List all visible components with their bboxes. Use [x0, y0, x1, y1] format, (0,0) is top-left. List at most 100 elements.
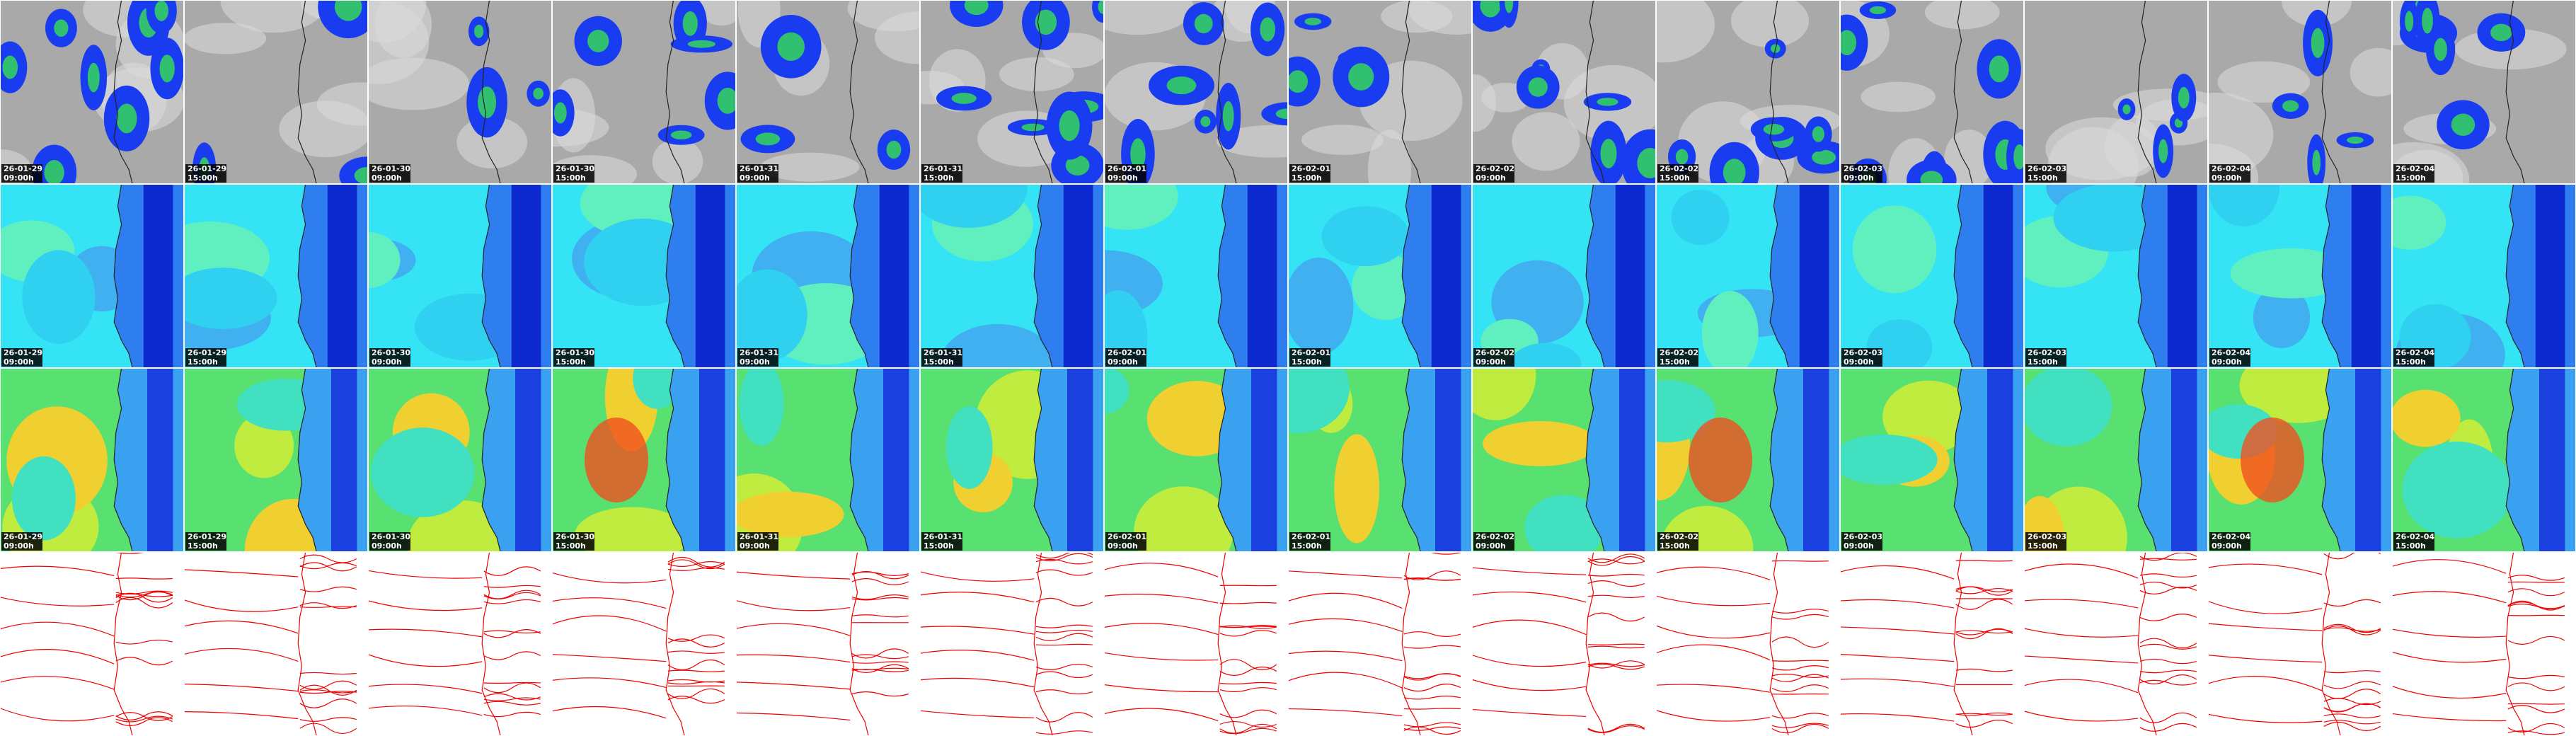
- isobar: [483, 651, 541, 660]
- isobar: [1403, 577, 1461, 581]
- isobar: [1403, 683, 1461, 692]
- cloud: [368, 0, 430, 84]
- isobar: [1403, 645, 1461, 649]
- land-core: [1803, 368, 1829, 552]
- precip-core: [951, 93, 977, 104]
- isobar: [115, 593, 173, 597]
- gust-zone: [1104, 368, 1129, 414]
- coastline: [1585, 368, 1605, 552]
- date-label: 26-02-01: [1292, 532, 1330, 541]
- precip-core: [1098, 0, 1104, 14]
- isobar: [0, 597, 115, 606]
- cloud: [2217, 61, 2311, 103]
- isobar: [1472, 567, 1587, 575]
- label-bg: [1289, 164, 1330, 183]
- coastline: [1953, 552, 1973, 736]
- land-core: [1799, 184, 1829, 368]
- tile-content: [1656, 0, 1840, 184]
- coastline: [665, 368, 685, 552]
- date-label: 26-01-30: [556, 532, 594, 541]
- tile-content: [368, 0, 552, 184]
- gust-max: [585, 418, 648, 502]
- pressure-bg: [2024, 552, 2208, 736]
- isobar: [1587, 556, 1645, 566]
- precip-core: [1021, 123, 1045, 132]
- coastline: [665, 184, 685, 368]
- tile-border: [368, 368, 552, 552]
- time-label: 15:00h: [188, 357, 218, 367]
- wind-zone: [184, 268, 277, 329]
- date-label: 26-02-03: [1844, 164, 1882, 173]
- date-label: 26-01-29: [188, 532, 226, 541]
- isobar: [0, 621, 115, 637]
- coastline: [2137, 552, 2157, 736]
- isobar: [299, 562, 357, 570]
- isobar: [368, 570, 483, 579]
- pressure-bg: [0, 552, 184, 736]
- isobar: [184, 711, 299, 720]
- precip-core: [1528, 77, 1548, 97]
- tile-content: [1472, 184, 1656, 368]
- cloud: [1512, 112, 1580, 171]
- tile-content: [0, 184, 184, 368]
- wind-zone: [22, 250, 96, 344]
- date-label: 26-02-02: [1476, 532, 1514, 541]
- isobar: [1219, 709, 1277, 718]
- tile-content: [2392, 368, 2576, 552]
- label-bg: [2393, 348, 2434, 367]
- coastline: [481, 552, 501, 736]
- tile-border: [0, 184, 184, 368]
- tile-border: [1656, 0, 1840, 184]
- precip-core: [533, 87, 544, 100]
- isobar: [115, 715, 173, 723]
- isobar: [2323, 552, 2381, 560]
- precip-core: [1065, 155, 1090, 176]
- isobar: [184, 684, 299, 692]
- isobar: [920, 650, 1035, 661]
- label-bg: [2025, 532, 2066, 551]
- tile-content: [0, 368, 184, 552]
- precip-core: [1723, 159, 1746, 184]
- isobar: [2323, 670, 2381, 674]
- coastline: [849, 184, 869, 368]
- land-core: [331, 368, 357, 552]
- isobar: [1472, 679, 1587, 691]
- tile-content: [1840, 552, 2024, 736]
- isobar: [483, 693, 541, 701]
- date-label: 26-01-30: [372, 164, 410, 173]
- isobar: [1587, 725, 1645, 733]
- isobar: [1656, 684, 1771, 693]
- isobar: [1219, 602, 1277, 604]
- time-label: 09:00h: [1476, 541, 1506, 551]
- isobar: [184, 569, 299, 577]
- isobar: [0, 565, 115, 577]
- land-core: [1615, 184, 1645, 368]
- isobar: [1587, 643, 1645, 645]
- label-bg: [369, 348, 410, 367]
- gust-zone: [1483, 421, 1597, 466]
- tile-border: [920, 0, 1104, 184]
- land-core: [2171, 368, 2197, 552]
- cloud: [220, 0, 328, 33]
- isobar: [1403, 696, 1461, 700]
- coastline: [1033, 184, 1053, 368]
- isobar: [552, 677, 667, 688]
- isobar: [368, 706, 483, 716]
- date-label: 26-02-01: [1108, 164, 1146, 173]
- isobar: [2507, 682, 2565, 691]
- tile-content: [1656, 368, 1840, 552]
- date-label: 26-02-04: [2212, 348, 2250, 357]
- coastline: [2321, 0, 2341, 184]
- time-label: 15:00h: [1660, 541, 1690, 551]
- isobar: [2139, 674, 2197, 684]
- wind-zone: [1701, 291, 1759, 368]
